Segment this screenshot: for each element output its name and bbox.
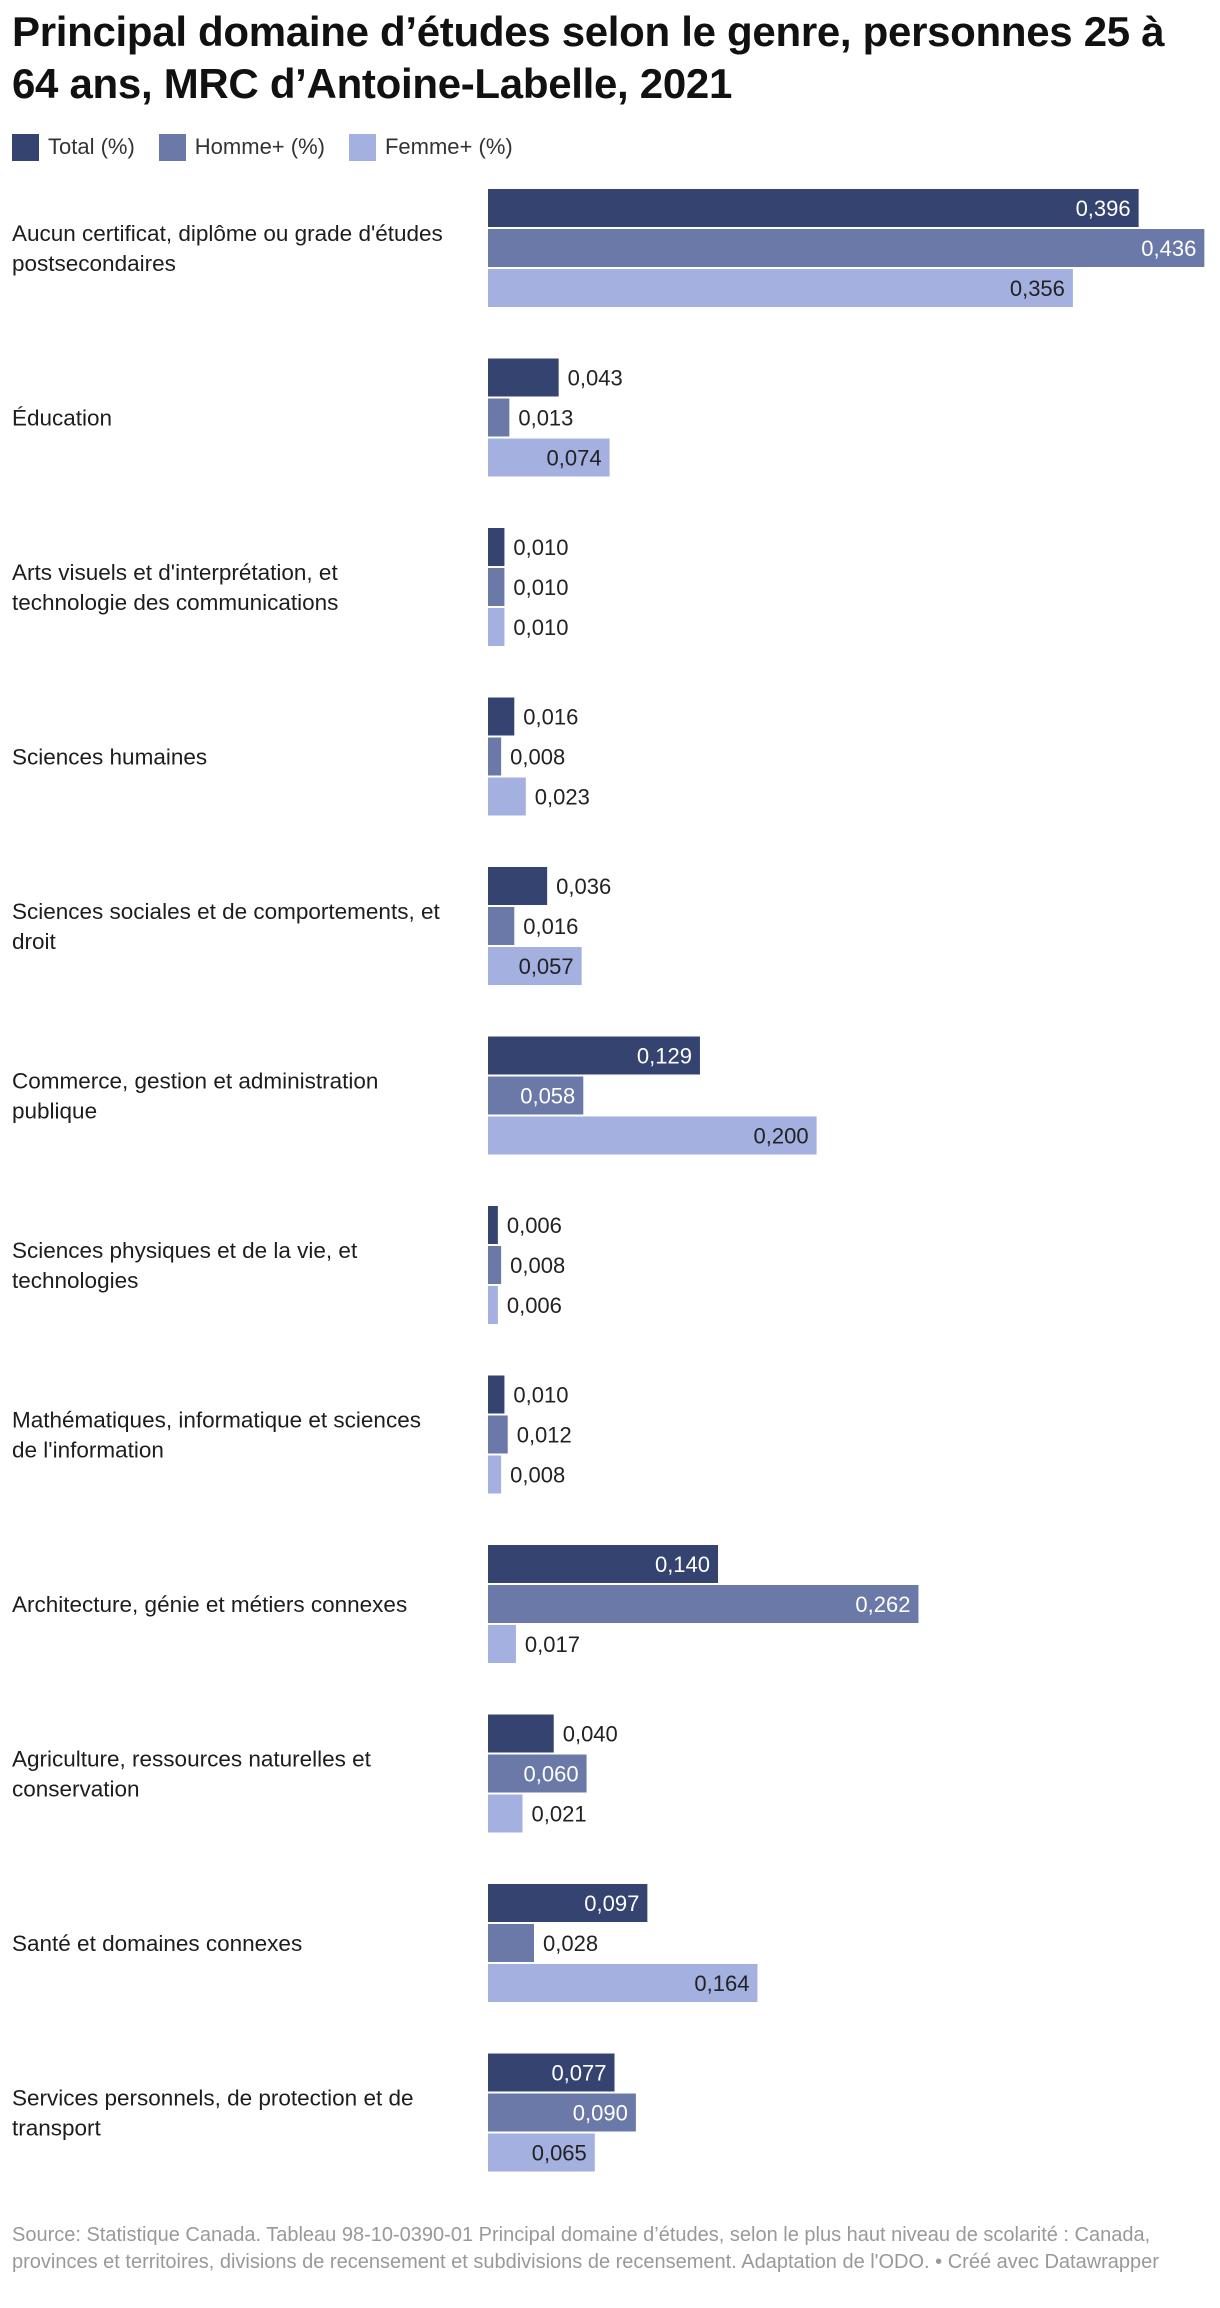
value-label-homme: 0,016 [523, 914, 578, 939]
value-label-total: 0,140 [655, 1552, 710, 1577]
category-label: Agriculture, ressources naturelles et con… [12, 1747, 372, 1802]
value-label-total: 0,043 [568, 366, 623, 391]
value-label-homme: 0,028 [543, 1931, 598, 1956]
bar-total [488, 528, 505, 566]
bar-femme [488, 2133, 595, 2172]
legend-item-femme: Femme+ (%) [348, 133, 513, 161]
bar-homme [488, 737, 502, 776]
category-label: Architecture, génie et métiers connexes [12, 1592, 407, 1617]
bar-femme [488, 1116, 817, 1155]
bar-femme [488, 1286, 498, 1324]
category-label: Arts visuels et d'interprétation, et tech… [12, 560, 338, 615]
legend-item-homme: Homme+ (%) [158, 133, 325, 161]
value-label-femme: 0,057 [519, 954, 574, 979]
legend: Total (%) Homme+ (%) Femme+ (%) [12, 133, 537, 161]
category-label: Mathématiques, informatique et sciences d… [12, 1408, 421, 1463]
category-label: Santé et domaines connexes [12, 1931, 302, 1956]
chart-title: Principal domaine d’études selon le genr… [12, 8, 1165, 107]
legend-label-femme: Femme+ (%) [384, 134, 513, 159]
value-label-femme: 0,021 [532, 1802, 587, 1827]
bar-femme [488, 947, 582, 985]
value-label-homme: 0,008 [510, 1253, 565, 1278]
value-label-total: 0,040 [563, 1722, 618, 1747]
legend-swatch-homme [158, 133, 186, 161]
bar-total [488, 189, 1139, 227]
value-label-homme: 0,436 [1141, 236, 1196, 261]
category-label: Commerce, gestion et administration publi… [12, 1069, 378, 1124]
bar-femme [488, 269, 1073, 307]
bar-femme [488, 608, 505, 646]
category-label: Sciences humaines [12, 745, 207, 770]
value-label-homme: 0,010 [513, 575, 568, 600]
bar-femme [488, 1794, 523, 1833]
category-label: Aucun certificat, diplôme ou grade d'étu… [12, 221, 443, 276]
value-label-femme: 0,200 [754, 1124, 809, 1149]
bar-homme [488, 1415, 508, 1454]
legend-label-total: Total (%) [48, 134, 135, 159]
value-label-total: 0,077 [551, 2061, 606, 2086]
value-label-total: 0,006 [507, 1213, 562, 1238]
value-label-femme: 0,010 [513, 615, 568, 640]
value-label-femme: 0,006 [507, 1293, 562, 1318]
value-label-femme: 0,074 [547, 446, 602, 471]
bar-homme [488, 1246, 502, 1284]
value-label-homme: 0,008 [510, 745, 565, 770]
value-label-homme: 0,058 [520, 1084, 575, 1109]
bar-total [488, 2053, 615, 2092]
value-label-homme: 0,060 [524, 1762, 579, 1787]
bar-total [488, 697, 515, 736]
value-label-total: 0,016 [523, 705, 578, 730]
category-label: Services personnels, de protection et de… [12, 2086, 413, 2141]
legend-swatch-femme [348, 133, 376, 161]
legend-label-homme: Homme+ (%) [194, 134, 325, 159]
bar-total [488, 867, 548, 905]
value-label-homme: 0,262 [855, 1592, 910, 1617]
bar-total [488, 358, 559, 397]
bar-total [488, 1206, 498, 1244]
legend-item-total: Total (%) [12, 133, 135, 161]
legend-swatch-total [12, 133, 39, 161]
source-note: Source: Statistique Canada. Tableau 98-1… [12, 2224, 1159, 2273]
bar-femme [488, 1964, 758, 2002]
category-label: Sciences sociales et de comportements, e… [12, 899, 440, 954]
bar-femme [488, 1455, 502, 1494]
bar-chart: Aucun certificat, diplôme ou grade d'étu… [12, 189, 1205, 2172]
value-label-total: 0,129 [637, 1044, 692, 1069]
bar-total [488, 1884, 648, 1922]
value-label-femme: 0,017 [525, 1632, 580, 1657]
category-label: Éducation [12, 406, 112, 431]
bar-femme [488, 1625, 516, 1663]
value-label-total: 0,396 [1076, 196, 1131, 221]
value-label-femme: 0,065 [532, 2141, 587, 2166]
value-label-homme: 0,012 [517, 1423, 572, 1448]
bar-homme [488, 1076, 584, 1115]
bar-homme [488, 1585, 919, 1623]
value-label-total: 0,036 [556, 874, 611, 899]
bar-total [488, 1545, 719, 1583]
bar-homme [488, 907, 515, 945]
bar-homme [488, 2093, 636, 2132]
bar-total [488, 1714, 554, 1753]
value-label-femme: 0,008 [510, 1463, 565, 1488]
bar-homme [488, 1924, 535, 1962]
bar-homme [488, 398, 510, 437]
value-label-femme: 0,164 [694, 1971, 749, 1996]
bar-homme [488, 229, 1205, 267]
value-label-total: 0,097 [584, 1891, 639, 1916]
bar-homme [488, 1754, 587, 1793]
bar-homme [488, 568, 505, 606]
value-label-homme: 0,013 [518, 406, 573, 431]
value-label-total: 0,010 [513, 1383, 568, 1408]
value-label-femme: 0,023 [535, 785, 590, 810]
bar-femme [488, 777, 526, 816]
bar-total [488, 1375, 505, 1414]
bar-femme [488, 438, 610, 477]
value-label-total: 0,010 [513, 535, 568, 560]
value-label-homme: 0,090 [573, 2101, 628, 2126]
bar-total [488, 1036, 700, 1075]
value-label-femme: 0,356 [1010, 276, 1065, 301]
category-label: Sciences physiques et de la vie, et techn… [12, 1238, 358, 1293]
